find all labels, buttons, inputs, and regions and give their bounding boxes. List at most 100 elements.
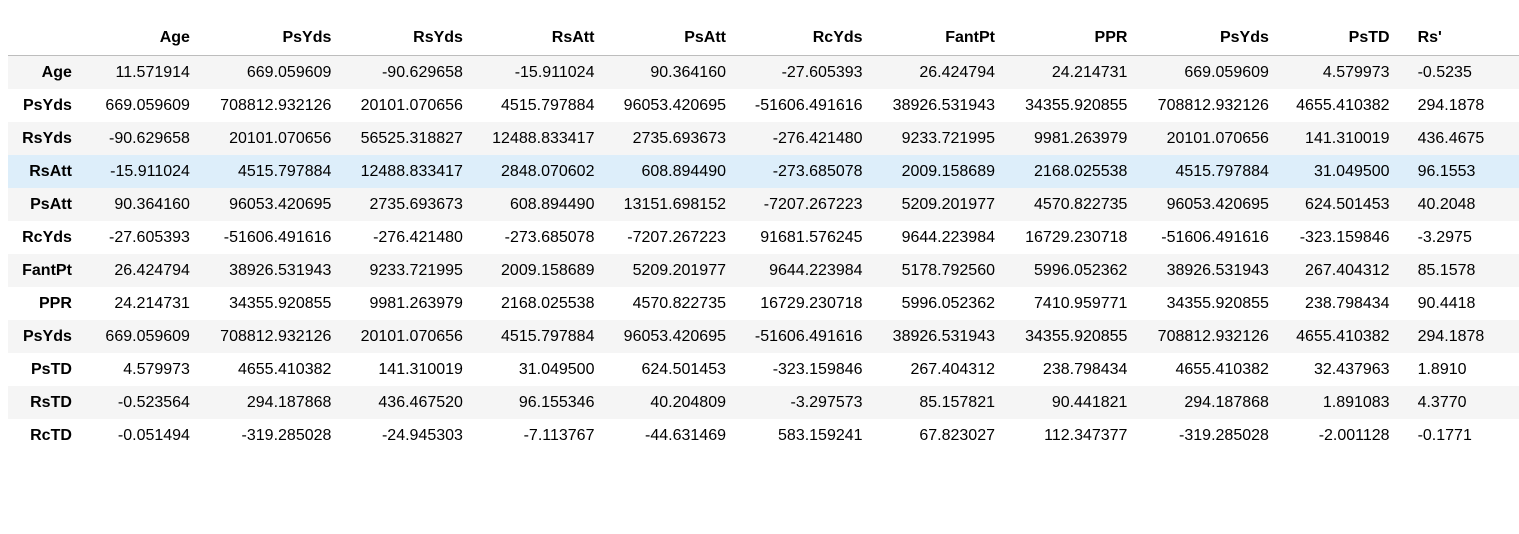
table-cell: -51606.491616 (223, 228, 332, 246)
table-cell: 4655.410382 (237, 360, 332, 378)
table-cell: -24.945303 (381, 426, 463, 444)
column-header: PsYds (1137, 20, 1279, 56)
column-header: PsTD (1278, 20, 1400, 56)
index-header-corner (8, 20, 80, 56)
table-cell: 40.204809 (650, 393, 726, 411)
table-cell: -0.1771 (1417, 426, 1472, 444)
header-row: Age PsYds RsYds RsAtt PsAtt RcYds FantPt PPR PsY… (8, 20, 1519, 56)
table-cell: 5178.792560 (901, 261, 995, 279)
table-cell: 96.155346 (518, 393, 595, 411)
table-row: PPR 24.214731 34355.920855 9981.263979 2168.… (8, 287, 1519, 320)
table-cell: 141.310019 (378, 360, 463, 378)
dataframe-output: Age PsYds RsYds RsAtt PsAtt RcYds FantPt PPR PsY… (8, 20, 1519, 534)
table-cell: 2735.693673 (632, 129, 726, 147)
row-index-label: RsYds (22, 129, 72, 147)
table-cell: 294.1878 (1417, 327, 1485, 345)
table-cell: 24.214731 (114, 294, 190, 312)
table-cell: 624.501453 (641, 360, 726, 378)
table-row: RsAtt -15.911024 4515.797884 12488.833417 28… (8, 155, 1519, 188)
table-cell: 708812.932126 (220, 96, 332, 114)
table-cell: 624.501453 (1305, 195, 1390, 213)
table-cell: 96053.420695 (229, 195, 332, 213)
table-cell: -276.421480 (772, 129, 863, 147)
table-cell: -7207.267223 (763, 195, 863, 213)
column-header: PsAtt (604, 20, 736, 56)
table-row: RcYds -27.605393 -51606.491616 -276.421480 -… (8, 221, 1519, 254)
row-index-label: Age (41, 63, 72, 81)
table-cell: 16729.230718 (760, 294, 863, 312)
table-cell: -51606.491616 (754, 327, 863, 345)
table-cell: -7.113767 (523, 426, 595, 444)
table-cell: 669.059609 (1184, 63, 1269, 81)
table-cell: 91681.576245 (760, 228, 863, 246)
table-cell: 669.059609 (105, 96, 190, 114)
table-cell: 12488.833417 (360, 162, 463, 180)
table-cell: 2009.158689 (901, 162, 995, 180)
table-cell: -0.051494 (117, 426, 190, 444)
table-cell: 4655.410382 (1175, 360, 1269, 378)
row-index-label: PsAtt (30, 195, 72, 213)
table-cell: 9644.223984 (769, 261, 863, 279)
table-cell: 20101.070656 (360, 327, 463, 345)
table-cell: 583.159241 (778, 426, 863, 444)
table-cell: -51606.491616 (1161, 228, 1269, 246)
table-cell: 608.894490 (509, 195, 595, 213)
table-cell: 294.1878 (1417, 96, 1485, 114)
table-cell: 2848.070602 (501, 162, 595, 180)
table-cell: 90.4418 (1417, 294, 1476, 312)
table-cell: 141.310019 (1305, 129, 1390, 147)
table-cell: -44.631469 (645, 426, 726, 444)
column-header: RsAtt (472, 20, 605, 56)
table-cell: -323.159846 (772, 360, 863, 378)
table-cell: -51606.491616 (754, 96, 863, 114)
table-cell: 9981.263979 (369, 294, 463, 312)
column-header: Rs' (1399, 20, 1519, 56)
table-cell: 1.891083 (1322, 393, 1390, 411)
table-cell: 12488.833417 (492, 129, 595, 147)
table-cell: -0.5235 (1417, 63, 1472, 81)
table-cell: 24.214731 (1051, 63, 1128, 81)
table-cell: 96053.420695 (623, 96, 726, 114)
table-cell: 13151.698152 (623, 195, 726, 213)
column-header: RsYds (341, 20, 473, 56)
table-row: PsYds 669.059609 708812.932126 20101.070656… (8, 320, 1519, 353)
column-header: PPR (1005, 20, 1138, 56)
table-cell: 708812.932126 (1157, 96, 1269, 114)
table-row: PsAtt 90.364160 96053.420695 2735.693673 608… (8, 188, 1519, 221)
table-cell: 9233.721995 (369, 261, 463, 279)
table-cell: 4.579973 (1322, 63, 1390, 81)
table-cell: 20101.070656 (229, 129, 332, 147)
table-cell: 2735.693673 (369, 195, 463, 213)
table-cell: 4655.410382 (1296, 327, 1390, 345)
table-cell: -90.629658 (108, 129, 190, 147)
row-index-label: RsAtt (29, 162, 72, 180)
table-cell: 7410.959771 (1034, 294, 1128, 312)
table-cell: -2.001128 (1318, 426, 1390, 444)
table-cell: 5996.052362 (1034, 261, 1128, 279)
row-index-label: PPR (39, 294, 72, 312)
table-cell: -90.629658 (381, 63, 463, 81)
table-cell: 708812.932126 (1157, 327, 1269, 345)
table-cell: -276.421480 (373, 228, 463, 246)
table-cell: 85.157821 (919, 393, 995, 411)
table-cell: 4570.822735 (1034, 195, 1128, 213)
table-cell: 40.2048 (1417, 195, 1476, 213)
table-cell: 34355.920855 (229, 294, 332, 312)
table-cell: -319.285028 (1179, 426, 1269, 444)
table-cell: 26.424794 (919, 63, 995, 81)
table-row: PsTD 4.579973 4655.410382 141.310019 31.0495… (8, 353, 1519, 386)
table-cell: 267.404312 (1305, 261, 1390, 279)
table-cell: 4.579973 (123, 360, 190, 378)
table-cell: 34355.920855 (1166, 294, 1269, 312)
table-cell: 4515.797884 (1175, 162, 1269, 180)
table-cell: 4655.410382 (1296, 96, 1390, 114)
table-cell: 34355.920855 (1025, 327, 1128, 345)
table-cell: 9644.223984 (901, 228, 995, 246)
table-cell: 267.404312 (910, 360, 995, 378)
table-cell: 112.347377 (1044, 426, 1128, 444)
table-cell: -273.685078 (504, 228, 595, 246)
table-cell: 96053.420695 (1166, 195, 1269, 213)
table-cell: 90.364160 (650, 63, 726, 81)
row-index-label: PsYds (22, 327, 72, 345)
table-cell: -15.911024 (110, 162, 190, 180)
